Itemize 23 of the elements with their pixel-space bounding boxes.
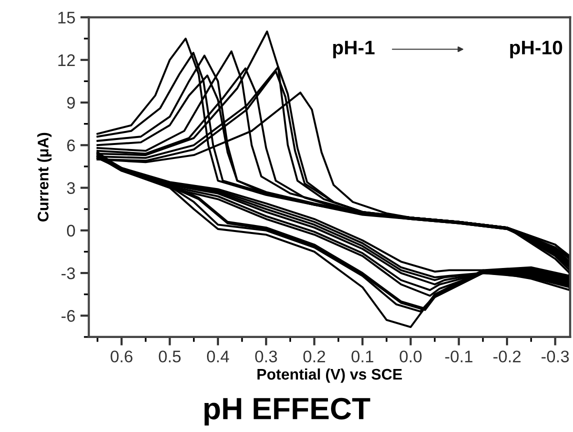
y-tick-label: 12 <box>58 54 75 66</box>
y-tick-label: -3 <box>62 267 75 280</box>
y-tick-label: 6 <box>67 140 75 152</box>
y-tick-label: 3 <box>66 182 75 194</box>
annotation: pH-10 <box>510 40 562 58</box>
x-tick-label: 0.4 <box>207 350 230 362</box>
x-tick-label: -0.2 <box>493 350 521 362</box>
y-tick-label: 9 <box>67 96 75 109</box>
y-axis-title: Current (μA) <box>37 132 52 222</box>
x-tick-label: 0.5 <box>158 350 181 362</box>
y-tick-label: 15 <box>58 12 75 24</box>
x-axis-title: Potential (V) vs SCE <box>257 368 402 383</box>
text: pH EFFECT <box>204 398 370 426</box>
annotation: pH-1 <box>333 40 375 58</box>
x-tick-label: 0.1 <box>352 350 374 362</box>
y-tick-label: -6 <box>62 310 75 322</box>
x-tick-label: -0.3 <box>542 350 569 362</box>
y-tick-label: 0 <box>67 224 75 237</box>
x-tick-label: 0.6 <box>110 350 132 362</box>
x-tick-label: -0.1 <box>445 350 472 362</box>
x-tick-label: 0.0 <box>400 350 422 362</box>
x-tick-label: 0.2 <box>303 350 326 362</box>
x-tick-label: 0.3 <box>255 350 277 362</box>
